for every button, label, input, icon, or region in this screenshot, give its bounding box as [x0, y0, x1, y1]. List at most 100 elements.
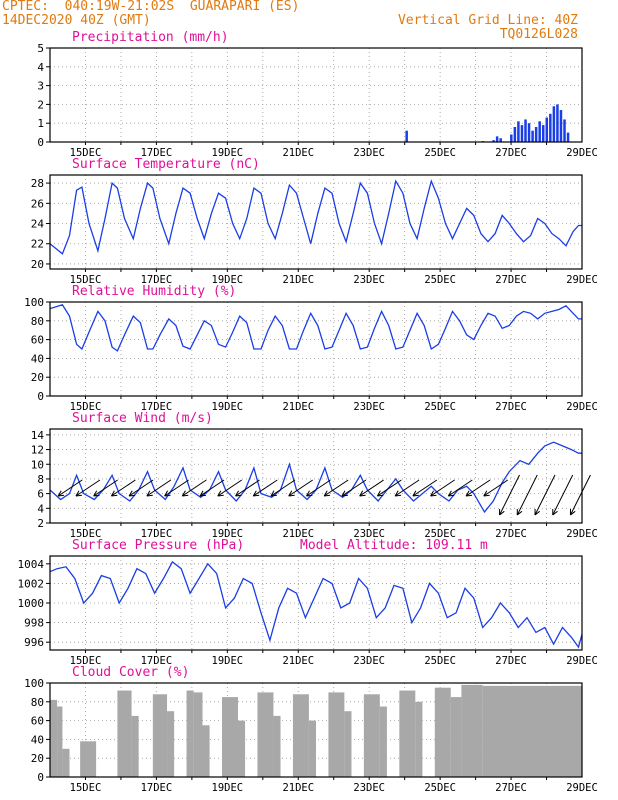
x-tick-label: 21DEC: [282, 782, 314, 794]
wind-arrow: [552, 474, 574, 516]
y-tick-label: 12: [31, 444, 44, 457]
x-tick-label: 17DEC: [141, 401, 173, 413]
x-tick-label: 17DEC: [141, 528, 173, 540]
wind-arrow: [534, 474, 556, 516]
cloud-block: [131, 715, 139, 777]
x-tick-label: 29DEC: [566, 147, 598, 159]
panel-frame: [49, 174, 583, 270]
y-tick-label: 100: [24, 296, 44, 309]
cloud-block: [328, 692, 345, 777]
y-tick-label: 996: [24, 636, 44, 649]
cloud-block: [57, 706, 63, 777]
wind-arrow: [465, 479, 491, 497]
x-tick-label: 21DEC: [282, 655, 314, 667]
y-tick-label: 24: [31, 218, 45, 231]
panel-annotation: Model Altitude: 109.11 m: [300, 538, 488, 553]
precip-bar: [492, 140, 495, 142]
precip-bar: [566, 132, 570, 142]
precip-bar: [495, 136, 499, 142]
wind-arrow: [57, 479, 83, 497]
panel-title: Precipitation (mm/h): [72, 30, 229, 45]
y-tick-label: 1: [37, 117, 44, 130]
y-tick-label: 6: [37, 488, 44, 501]
y-tick-label: 0: [37, 771, 44, 784]
wind-arrow: [199, 479, 225, 497]
x-tick-label: 29DEC: [566, 655, 598, 667]
x-tick-label: 19DEC: [212, 147, 244, 159]
y-tick-label: 100: [24, 677, 44, 690]
wind-arrow-head: [146, 490, 153, 497]
cloud-block: [202, 725, 210, 777]
y-tick-label: 4: [37, 502, 44, 515]
panel-title: Relative Humidity (%): [72, 284, 236, 299]
cloud-block: [450, 697, 462, 777]
cloud-block: [363, 694, 380, 777]
x-tick-label: 27DEC: [495, 274, 527, 286]
series-line: [49, 441, 582, 514]
panel-frame: [49, 301, 583, 397]
wind-arrow: [570, 474, 591, 516]
x-tick-label: 25DEC: [424, 655, 456, 667]
y-tick-label: 20: [31, 371, 44, 384]
wind-arrow: [128, 479, 154, 497]
precip-bar: [538, 121, 541, 142]
cloud-block: [461, 684, 483, 777]
precip-bar: [556, 104, 559, 142]
y-tick-label: 80: [31, 315, 44, 328]
y-tick-label: 60: [31, 715, 44, 728]
wind-arrow: [111, 479, 136, 497]
cloud-block: [273, 715, 281, 777]
x-tick-label: 29DEC: [566, 401, 598, 413]
wind-arrow-head: [447, 490, 455, 497]
y-tick-label: 26: [31, 197, 44, 210]
precip-bar: [531, 130, 534, 142]
wind-arrow-head: [217, 490, 224, 497]
wind-arrow-head: [306, 490, 313, 497]
wind-arrow-head: [288, 490, 295, 497]
wind-arrow-head: [323, 490, 331, 497]
panel-5: Surface Pressure (hPa) Model Altitude: 10…: [18, 538, 598, 667]
x-tick-label: 17DEC: [141, 782, 173, 794]
wind-arrow-head: [359, 490, 366, 497]
wind-arrow-head: [57, 490, 65, 497]
precip-bar: [563, 119, 566, 142]
precip-bar: [513, 126, 517, 142]
panel-3: Relative Humidity (%) 0 20 40 60 80 100 15DEC 17…: [24, 284, 598, 413]
y-tick-label: 1000: [18, 597, 45, 610]
wind-arrow-head: [483, 490, 490, 497]
panel-frame: [49, 47, 583, 143]
wind-arrow-head: [516, 508, 523, 516]
x-tick-label: 19DEC: [212, 655, 244, 667]
precip-bar: [524, 119, 527, 142]
header-vertical-grid: Vertical Grid Line: 40Z: [397, 13, 578, 28]
cloud-block: [193, 692, 203, 777]
y-tick-label: 20: [31, 752, 44, 765]
cloud-block: [257, 692, 274, 777]
y-tick-label: 1002: [18, 577, 45, 590]
wind-arrow-head: [465, 490, 473, 497]
cloud-block: [482, 685, 582, 777]
cloud-block: [50, 699, 58, 777]
wind-arrow: [323, 479, 349, 497]
x-tick-label: 27DEC: [495, 655, 527, 667]
x-tick-label: 15DEC: [70, 528, 102, 540]
cloud-block: [237, 720, 246, 777]
header-run-id: TQ0126L028: [499, 27, 578, 42]
precip-bar: [520, 125, 524, 142]
wind-arrow: [235, 479, 260, 497]
y-tick-label: 28: [31, 177, 44, 190]
y-tick-label: 22: [31, 238, 44, 251]
y-tick-label: 0: [37, 136, 44, 149]
cloud-block: [399, 690, 416, 777]
precip-bar: [559, 110, 563, 142]
x-tick-label: 21DEC: [282, 401, 314, 413]
cloud-block: [152, 694, 168, 777]
cloud-block: [308, 720, 316, 777]
y-tick-label: 14: [31, 429, 45, 442]
wind-arrow: [359, 479, 384, 497]
wind-arrow: [483, 479, 509, 497]
wind-arrow: [394, 479, 420, 497]
wind-arrow-head: [569, 508, 576, 516]
